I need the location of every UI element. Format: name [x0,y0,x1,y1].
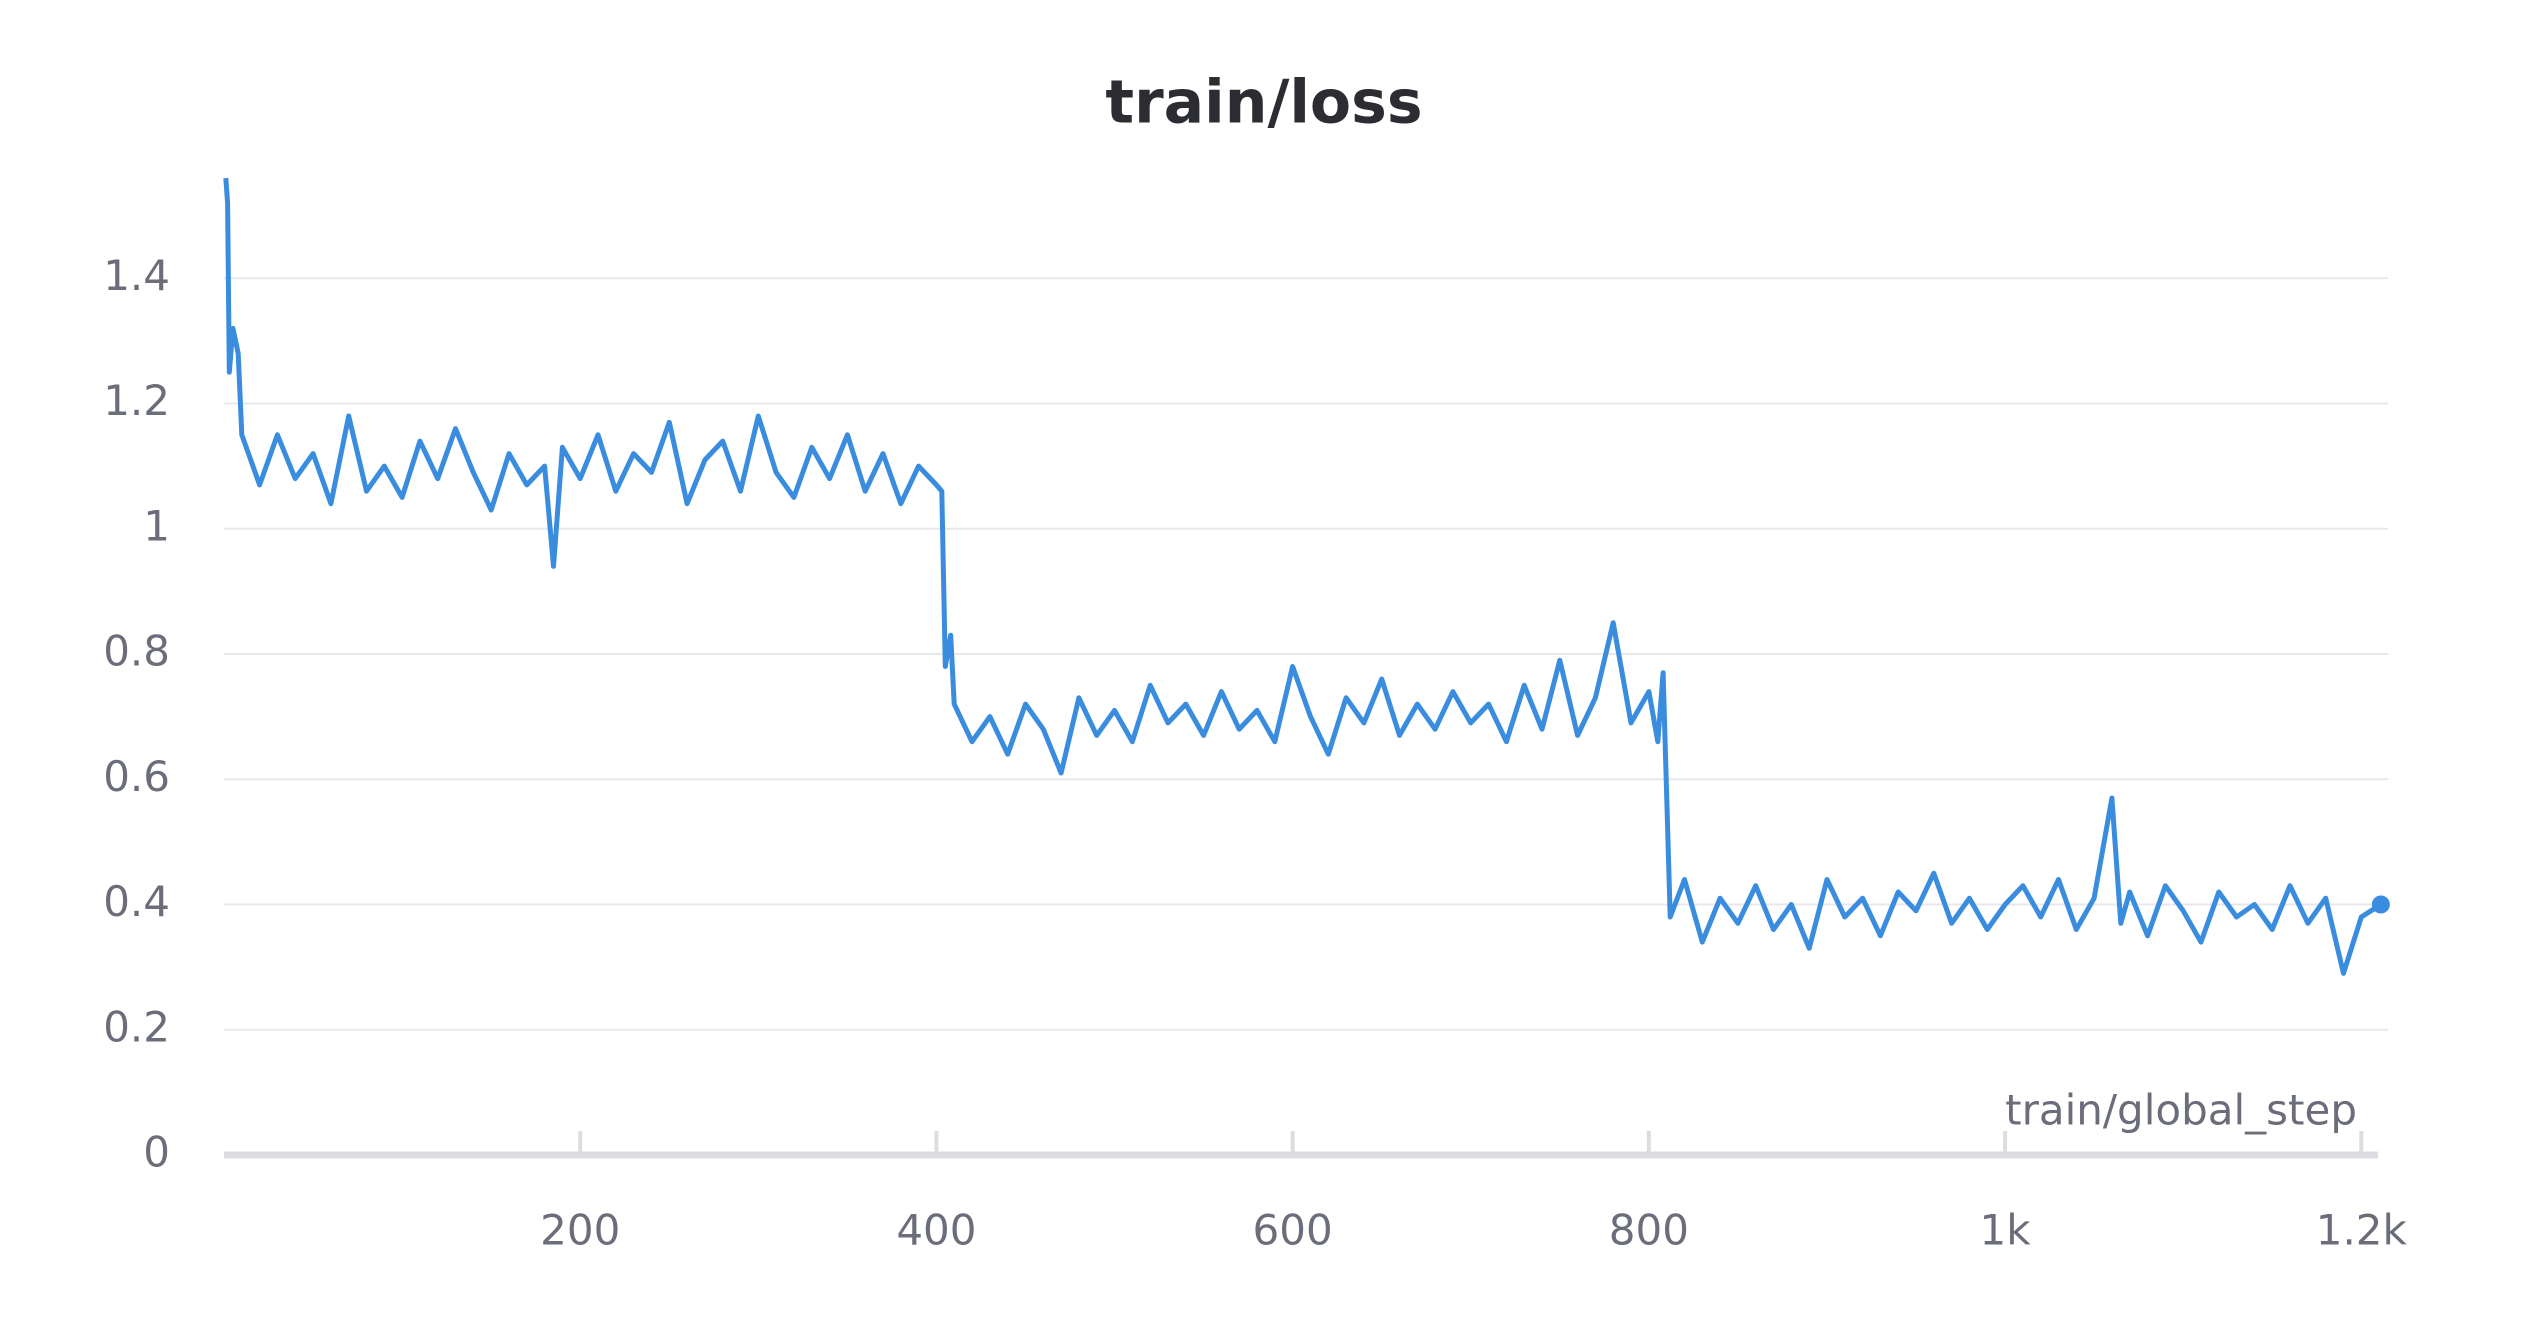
y-tick-label: 0.8 [103,627,170,676]
y-tick-label: 0.4 [103,877,170,926]
x-tick-label: 1k [1980,1206,2032,1255]
y-tick-label: 0.2 [103,1002,170,1051]
end-point [2371,895,2390,914]
y-tick-label: 0 [143,1128,170,1177]
y-tick-label: 0.6 [103,752,170,801]
x-axis-label: train/global_step [2005,1086,2357,1135]
x-tick-label: 1.2k [2316,1206,2408,1255]
loss-line [223,177,2383,976]
y-tick-label: 1.2 [103,376,170,425]
y-tick-label: 1.4 [103,251,170,300]
x-tick-label: 400 [896,1206,976,1255]
y-tick-label: 1 [143,501,170,550]
x-tick-label: 200 [540,1206,620,1255]
x-tick-label: 600 [1253,1206,1333,1255]
x-tick-label: 800 [1609,1206,1689,1255]
chart-title: train/loss [1105,68,1422,138]
